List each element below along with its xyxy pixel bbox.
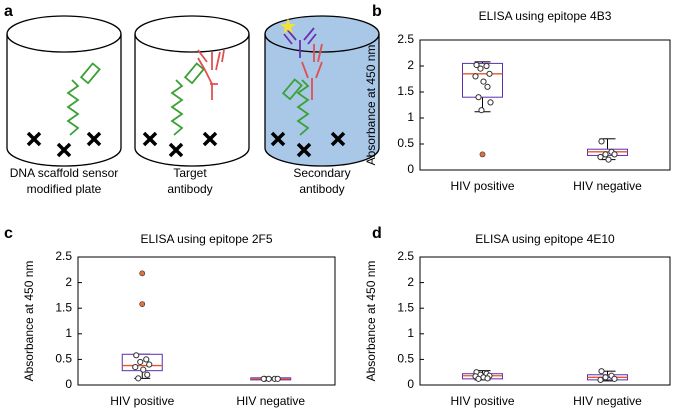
well	[6, 15, 122, 167]
y-tick-label: 2.5	[397, 249, 414, 263]
well	[134, 15, 250, 167]
data-point	[598, 138, 605, 145]
x-tick-label: HIV negative	[236, 394, 305, 408]
chart-title: ELISA using epitope 4B3	[479, 9, 612, 23]
x-tick-label: HIV negative	[573, 179, 642, 193]
well-label: DNA scaffold sensor	[10, 166, 119, 180]
data-point	[484, 375, 491, 382]
y-tick-label: 0	[407, 162, 414, 176]
data-point	[611, 375, 618, 382]
y-tick-label: 1	[407, 326, 414, 340]
data-point	[477, 65, 484, 72]
data-point	[137, 358, 144, 366]
box-chart: ELISA using epitope 4E10 Absorbance at 45…	[364, 232, 671, 408]
data-point	[487, 99, 494, 106]
y-axis-label: Absorbance at 450 nm	[22, 261, 36, 382]
data-point	[478, 107, 485, 114]
data-point	[602, 151, 609, 158]
plot-frame	[419, 256, 671, 386]
x-tick-label: HIV negative	[573, 394, 642, 408]
x-tick-label: HIV positive	[110, 394, 174, 408]
y-tick-label: 2	[407, 275, 414, 289]
data-point	[132, 363, 139, 371]
data-point	[475, 375, 482, 382]
y-tick-label: 0.5	[397, 352, 414, 366]
plot-frame	[419, 39, 671, 171]
y-tick-label: 1.5	[397, 84, 414, 98]
data-point	[144, 371, 151, 378]
well-label: antibody	[167, 182, 212, 196]
data-point	[486, 70, 493, 77]
y-tick-label: 0	[407, 377, 414, 391]
data-point	[135, 375, 142, 382]
data-point	[611, 151, 618, 158]
y-tick-label: 0.5	[55, 352, 72, 366]
well	[264, 15, 380, 167]
y-tick-label: 1	[65, 326, 72, 340]
diagram: a DNA scaff	[4, 3, 380, 196]
well-label: antibody	[299, 182, 344, 196]
well-label: modified plate	[27, 182, 102, 196]
y-tick-label: 0.5	[397, 136, 414, 150]
x-tick-label: HIV positive	[450, 394, 514, 408]
data-point	[475, 94, 482, 101]
well-label: Target	[173, 166, 207, 180]
box-chart: ELISA using epitope 2F5 Absorbance at 450…	[22, 232, 336, 408]
data-point	[260, 375, 267, 382]
data-point	[602, 374, 609, 381]
data-point	[597, 376, 604, 383]
data-point	[597, 153, 604, 161]
data-point	[274, 375, 281, 382]
panel-label: b	[372, 3, 382, 20]
y-tick-label: 1	[407, 110, 414, 124]
panel-label: a	[4, 3, 13, 20]
y-tick-label: 2	[65, 275, 72, 289]
y-axis-label: Absorbance at 450 nm	[364, 261, 378, 382]
data-point	[484, 83, 491, 90]
data-point	[143, 356, 150, 363]
data-point	[265, 375, 272, 382]
y-axis-label: Absorbance at 450 nm	[364, 45, 378, 166]
data-point	[605, 156, 612, 163]
chart-title: ELISA using epitope 4E10	[475, 232, 615, 246]
y-tick-label: 2	[407, 58, 414, 72]
well-label: Secondary	[293, 166, 350, 180]
outlier	[139, 270, 146, 277]
data-point	[483, 62, 490, 70]
plot-frame	[77, 256, 336, 386]
y-tick-label: 2.5	[55, 249, 72, 263]
data-point	[472, 73, 479, 80]
y-tick-label: 1.5	[55, 300, 72, 314]
chart-title: ELISA using epitope 2F5	[140, 232, 272, 246]
outlier	[139, 301, 146, 308]
box-chart: ELISA using epitope 4B3 Absorbance at 450…	[364, 9, 671, 193]
outlier	[479, 151, 486, 158]
y-tick-label: 1.5	[397, 300, 414, 314]
y-tick-label: 2.5	[397, 32, 414, 46]
data-point	[146, 361, 153, 368]
panel-label: d	[372, 225, 382, 242]
data-point	[480, 78, 487, 85]
data-point	[473, 61, 480, 69]
data-point	[140, 366, 147, 373]
y-tick-label: 0	[65, 377, 72, 391]
data-point	[133, 352, 140, 359]
panel-label: c	[4, 225, 13, 242]
x-tick-label: HIV positive	[450, 179, 514, 193]
data-point	[598, 368, 605, 375]
